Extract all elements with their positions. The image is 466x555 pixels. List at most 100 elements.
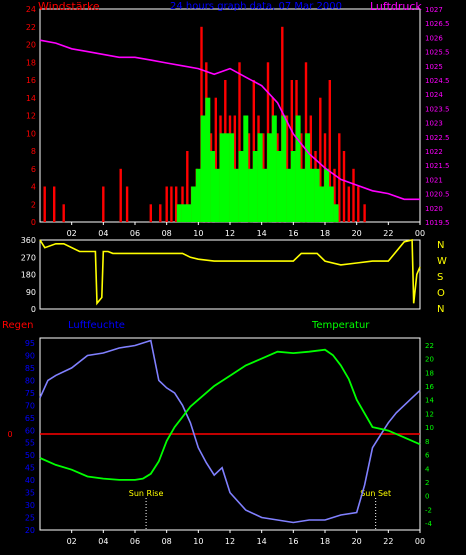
direction-y-tick: 0 xyxy=(31,305,36,314)
lower-x-tick: 10 xyxy=(193,537,203,546)
pressure-y-tick: 1023 xyxy=(425,120,443,128)
wind-y-tick: 14 xyxy=(26,94,36,103)
humidity-y-tick: 45 xyxy=(25,464,35,473)
wind-mean-bar xyxy=(314,168,320,223)
pressure-y-tick: 1025.5 xyxy=(425,49,450,57)
wind-mean-bar xyxy=(281,115,287,222)
temperature-y-tick: 12 xyxy=(425,410,434,418)
temperature-y-tick: 4 xyxy=(425,465,430,473)
humidity-y-tick: 75 xyxy=(25,389,35,398)
temperature-y-tick: 8 xyxy=(425,438,429,446)
wind-mean-bar xyxy=(219,133,225,223)
humidity-y-tick: 65 xyxy=(25,414,35,423)
wind-gust-bar xyxy=(214,97,217,222)
lower-x-tick: 00 xyxy=(415,537,425,546)
wind-y-tick: 24 xyxy=(26,5,36,14)
wind-mean-bar xyxy=(195,168,201,223)
lower-x-tick: 14 xyxy=(257,537,267,546)
humidity-y-tick: 70 xyxy=(25,401,35,410)
wind-y-tick: 6 xyxy=(31,165,36,174)
wind-mean-bar xyxy=(233,168,239,223)
compass-n-top: N xyxy=(437,240,445,251)
compass-s: S xyxy=(437,272,444,283)
wind-pressure-chart: 0246810121416182022241019.510201020.5102… xyxy=(26,5,450,238)
temperature-y-tick: 2 xyxy=(425,479,429,487)
wind-y-tick: 10 xyxy=(26,129,36,138)
wind-mean-bar xyxy=(224,133,230,223)
wind-mean-bar xyxy=(243,115,249,222)
lower-x-tick: 02 xyxy=(67,537,77,546)
wind-x-tick: 22 xyxy=(383,229,393,238)
wind-x-tick: 00 xyxy=(415,229,425,238)
compass-o: O xyxy=(437,288,445,299)
wind-gust-bar xyxy=(175,186,178,222)
wind-mean-bar xyxy=(210,151,216,222)
pressure-y-tick: 1021 xyxy=(425,176,443,184)
wind-gust-bar xyxy=(102,186,105,222)
temperature-y-tick: -4 xyxy=(425,520,433,528)
pressure-axis-label: Luftdruck xyxy=(370,0,422,13)
direction-plot-frame xyxy=(39,239,421,310)
wind-y-tick: 18 xyxy=(26,58,36,67)
wind-mean-bar xyxy=(248,168,254,223)
wind-mean-bar xyxy=(328,186,334,222)
pressure-y-tick: 1026.5 xyxy=(425,20,450,28)
humidity-y-tick: 95 xyxy=(25,339,35,348)
pressure-y-tick: 1027 xyxy=(425,6,443,14)
wind-axis-label: Windstärke xyxy=(38,0,100,13)
wind-y-tick: 20 xyxy=(26,41,36,50)
wind-gust-bar xyxy=(342,151,346,222)
wind-y-tick: 4 xyxy=(31,183,36,192)
lower-x-tick: 12 xyxy=(225,537,235,546)
direction-y-tick: 180 xyxy=(21,271,36,280)
pressure-line xyxy=(39,39,420,201)
sunset-label: Sun Set xyxy=(360,489,391,498)
wind-mean-bar xyxy=(290,151,296,222)
wind-mean-bar xyxy=(271,115,277,222)
pressure-y-tick: 1024.5 xyxy=(425,77,450,85)
wind-gust-bar xyxy=(309,115,312,222)
temperature-y-tick: 16 xyxy=(425,383,434,391)
wind-gust-bar xyxy=(186,151,189,222)
wind-mean-bar xyxy=(229,133,235,223)
wind-mean-bar xyxy=(333,204,339,223)
wind-mean-bar xyxy=(267,133,273,223)
humidity-y-tick: 80 xyxy=(25,376,35,385)
wind-mean-bar xyxy=(214,168,220,223)
wind-mean-bar xyxy=(238,151,244,222)
pressure-y-tick: 1021.5 xyxy=(425,162,450,170)
chart-title: 24 hours graph data, 07 Mar 2000 xyxy=(170,1,342,12)
wind-gust-bar xyxy=(181,186,184,222)
humidity-y-tick: 55 xyxy=(25,439,35,448)
wind-mean-bar xyxy=(300,168,306,223)
wind-x-tick: 10 xyxy=(193,229,203,238)
wind-gust-bar xyxy=(319,97,322,222)
pressure-y-tick: 1020.5 xyxy=(425,191,450,199)
humidity-y-tick: 40 xyxy=(25,476,35,485)
rain-axis-label: Regen xyxy=(2,320,34,331)
wind-y-tick: 8 xyxy=(31,147,36,156)
pressure-y-tick: 1019.5 xyxy=(425,219,450,227)
temperature-y-tick: 14 xyxy=(425,397,434,405)
wind-y-tick: 16 xyxy=(26,76,36,85)
wind-x-tick: 18 xyxy=(320,229,330,238)
pressure-y-tick: 1022.5 xyxy=(425,134,450,142)
wind-mean-bar xyxy=(205,97,211,222)
wind-gust-bar xyxy=(352,168,355,223)
lower-x-tick: 08 xyxy=(162,537,172,546)
wind-gust-bar xyxy=(238,62,241,223)
humidity-y-tick: 85 xyxy=(25,364,35,373)
wind-mean-bar xyxy=(295,115,301,222)
humidity-y-tick: 50 xyxy=(25,451,35,460)
wind-mean-bar xyxy=(181,204,187,223)
wind-mean-bar xyxy=(324,168,330,223)
lower-x-tick: 20 xyxy=(352,537,362,546)
sunrise-label: Sun Rise xyxy=(129,489,164,498)
wind-mean-bar xyxy=(262,168,268,223)
humidity-y-tick: 30 xyxy=(25,501,35,510)
rain-y-tick: 0 xyxy=(7,430,12,439)
wind-gust-bar xyxy=(53,186,56,222)
pressure-y-tick: 1024 xyxy=(425,91,443,99)
pressure-y-tick: 1023.5 xyxy=(425,105,450,113)
